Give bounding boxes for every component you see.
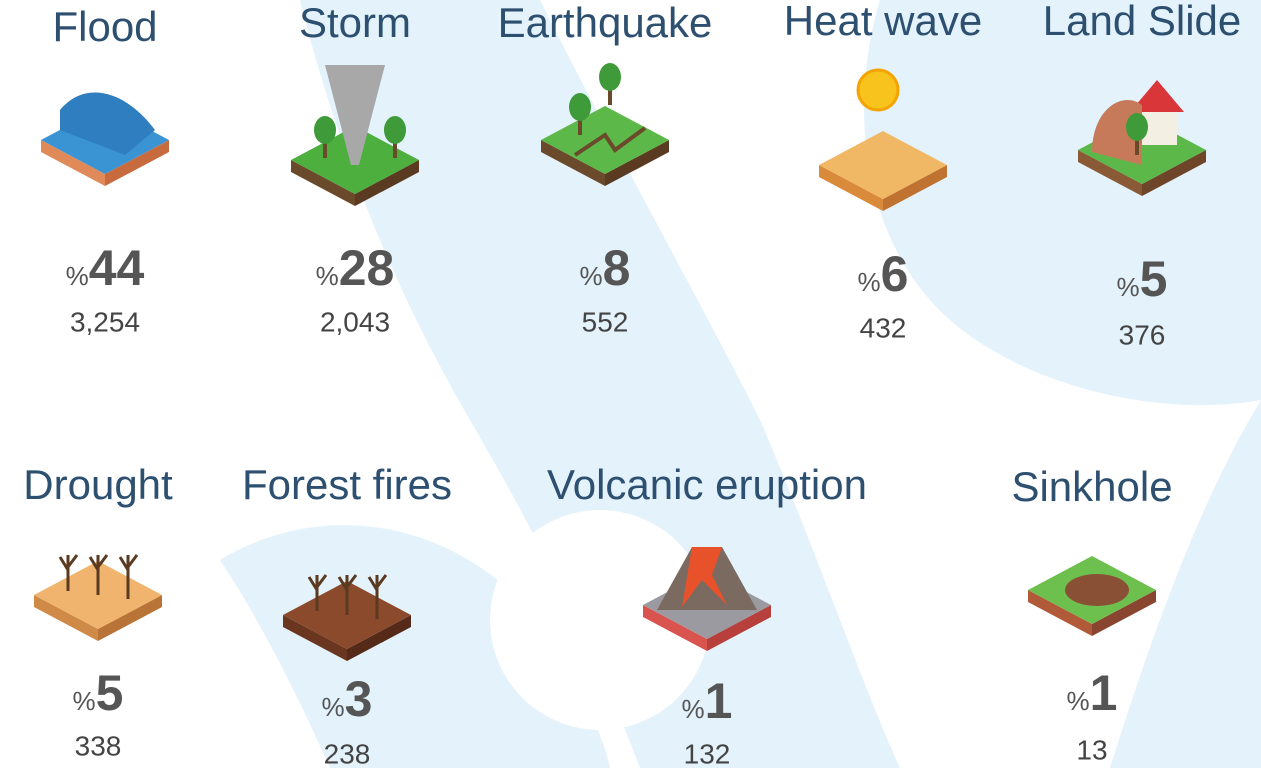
- count: 13: [1076, 734, 1107, 765]
- sun: [858, 70, 898, 110]
- disaster-icon: [41, 93, 169, 186]
- count: 238: [324, 738, 371, 768]
- page: {"percent_symbol": "%", "items": [ {"nam…: [0, 0, 1261, 768]
- count: 2,043: [320, 306, 390, 337]
- percent-value: 6: [881, 246, 909, 302]
- percent: %5: [73, 665, 124, 721]
- percent-symbol: %: [66, 261, 89, 291]
- percent-value: 5: [1140, 251, 1168, 307]
- disaster-icon: [34, 555, 162, 641]
- disaster-name: Flood: [52, 3, 157, 50]
- count: 432: [860, 312, 907, 343]
- tree-crown: [599, 63, 621, 91]
- percent-symbol: %: [1067, 686, 1090, 716]
- disaster-name: Earthquake: [498, 0, 713, 46]
- disaster-icon: [1028, 556, 1156, 636]
- percent-symbol: %: [682, 694, 705, 724]
- count: 132: [684, 738, 731, 768]
- percent-value: 5: [96, 665, 124, 721]
- disaster-name: Sinkhole: [1011, 463, 1172, 510]
- percent-value: 44: [89, 240, 145, 296]
- disaster-name: Forest fires: [242, 461, 452, 508]
- tree-crown: [1126, 113, 1148, 141]
- count: 376: [1119, 319, 1166, 350]
- count: 3,254: [70, 306, 140, 337]
- disaster-item: Drought%5338: [23, 461, 173, 761]
- percent-value: 3: [345, 671, 373, 727]
- percent-symbol: %: [73, 686, 96, 716]
- percent-symbol: %: [1117, 272, 1140, 302]
- disaster-name: Drought: [23, 461, 173, 508]
- background-swirl: [864, 0, 1261, 405]
- percent: %6: [858, 246, 909, 302]
- disaster-name: Storm: [299, 0, 411, 46]
- percent: %1: [1067, 665, 1118, 721]
- disaster-item: Flood%443,254: [41, 3, 169, 337]
- tree-crown: [314, 116, 336, 144]
- percent: %28: [316, 240, 395, 296]
- percent-value: 28: [339, 240, 395, 296]
- percent-value: 8: [603, 240, 631, 296]
- percent-symbol: %: [580, 261, 603, 291]
- tree-crown: [569, 93, 591, 121]
- percent: %44: [66, 240, 145, 296]
- disaster-name: Volcanic eruption: [547, 461, 867, 508]
- infographic: Flood%443,254Storm%282,043Earthquake%855…: [0, 0, 1261, 768]
- percent-symbol: %: [858, 267, 881, 297]
- percent-symbol: %: [322, 692, 345, 722]
- tree-crown: [384, 116, 406, 144]
- sinkhole: [1065, 574, 1129, 606]
- count: 552: [582, 306, 629, 337]
- percent-symbol: %: [316, 261, 339, 291]
- percent-value: 1: [1090, 665, 1118, 721]
- count: 338: [75, 730, 122, 761]
- disaster-name: Heat wave: [784, 0, 982, 44]
- percent-value: 1: [705, 673, 733, 729]
- disaster-name: Land Slide: [1043, 0, 1242, 44]
